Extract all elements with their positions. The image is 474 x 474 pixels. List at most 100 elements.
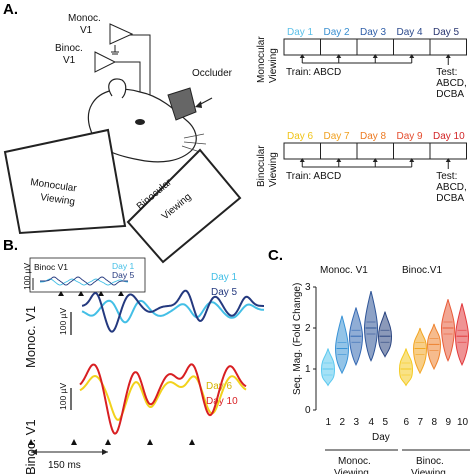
violin	[320, 348, 336, 387]
inset-marker	[118, 291, 124, 296]
stimulus-marker	[147, 439, 153, 445]
test-label: DCBA	[436, 89, 464, 100]
test-label: DCBA	[436, 193, 464, 204]
test-label: Test:	[436, 67, 457, 78]
panel-c-letter: C.	[268, 247, 283, 264]
violin	[440, 299, 456, 362]
schedule-day-label: Day 9	[397, 131, 424, 142]
legend-day10: Day 10	[206, 396, 238, 407]
occluder-label: Occluder	[192, 68, 233, 79]
monoc-amplifier-icon	[109, 23, 134, 45]
train-arrowhead	[299, 54, 305, 58]
inset-trace-day1	[40, 278, 129, 286]
inset-title: Binoc V1	[34, 262, 68, 272]
schedule-day-label: Day 3	[360, 27, 387, 38]
bino-scale-label: 100 µV	[58, 383, 68, 410]
x-tick-label: 9	[446, 417, 452, 428]
group-title-binoc: Binoc.V1	[402, 265, 442, 276]
bracket-monoc-label-2: Viewing	[334, 468, 369, 474]
train-label: Train: ABCD	[286, 171, 341, 182]
schedule-day-label: Day 2	[324, 27, 351, 38]
x-tick-label: 6	[404, 417, 410, 428]
trace-day5	[81, 289, 264, 333]
monocular-screen-label-2: Viewing	[40, 192, 76, 208]
schedule-day-label: Day 6	[287, 131, 314, 142]
x-tick-label: 5	[383, 417, 389, 428]
time-scale-label: 150 ms	[48, 460, 81, 471]
stimulus-marker	[71, 439, 77, 445]
violin	[377, 311, 393, 358]
schedule-day-cell	[283, 38, 321, 56]
schedule-side-label: Binocular	[256, 145, 267, 187]
panel-a-letter: A.	[3, 1, 18, 18]
schedule-day-cell	[320, 142, 358, 160]
schedule-day-cell	[429, 38, 467, 56]
ground-icon	[111, 45, 119, 55]
schedule-side-label: Monocular	[256, 36, 267, 83]
violin	[363, 290, 379, 362]
inset-trace-day5	[40, 276, 128, 286]
train-arrowhead	[409, 158, 415, 162]
monocular-screen	[3, 128, 127, 235]
legend-day1: Day 1	[211, 272, 238, 283]
schedule-binocular: Binocular Viewing Day 6 Day 7 Day 8 Day 9 Day …	[256, 131, 467, 204]
y-axis-label: Seq. Mag. (Fold Change)	[292, 283, 303, 395]
group-title-monoc: Monoc. V1	[320, 265, 368, 276]
binocular-screen	[126, 148, 242, 264]
train-arrowhead	[372, 54, 378, 58]
monoc-v1-label-1: Monoc.	[68, 13, 101, 24]
mouse-eye	[135, 119, 145, 125]
binoc-amplifier-icon	[94, 51, 117, 73]
schedule-day-label: Day 10	[433, 131, 465, 142]
monoc-v1-region-label: Monoc. V1	[23, 306, 38, 368]
schedule-day-cell	[356, 38, 394, 56]
x-tick-label: 8	[432, 417, 438, 428]
stimulus-marker	[189, 439, 195, 445]
schedule-monocular: Monocular Viewing Day 1 Day 2 Day 3 Day 4 Day …	[256, 27, 467, 100]
inset-marker	[78, 291, 84, 296]
y-tick-label: 0	[305, 405, 311, 416]
x-tick-label: 2	[340, 417, 346, 428]
train-arrowhead	[299, 158, 305, 162]
test-label: ABCD,	[436, 78, 467, 89]
train-arrowhead	[336, 158, 342, 162]
x-tick-label: 10	[457, 417, 469, 428]
inset-marker	[98, 291, 104, 296]
trace-day6	[79, 374, 247, 421]
bracket-binoc-label-2: Viewing	[411, 468, 446, 474]
schedule-day-label: Day 7	[324, 131, 351, 142]
y-tick-label: 1	[305, 364, 311, 375]
binoc-v1-region-label: Binoc. V1	[23, 419, 38, 474]
schedule-day-cell	[320, 38, 358, 56]
mono-scale-label: 100 µV	[58, 308, 68, 335]
time-scale-arrow-left	[31, 449, 37, 455]
panel-b-letter: B.	[3, 237, 18, 254]
y-tick-label: 3	[305, 282, 311, 293]
schedule-side-label: Viewing	[268, 152, 279, 187]
violin	[398, 348, 414, 387]
test-label: Test:	[436, 171, 457, 182]
schedule-day-cell	[429, 142, 467, 160]
train-arrowhead	[336, 54, 342, 58]
viewing-screens: Monocular Viewing Binocular Viewing	[3, 128, 242, 264]
time-scale-arrow-right	[102, 449, 108, 455]
test-arrowhead	[445, 158, 451, 162]
legend-day5: Day 5	[211, 287, 238, 298]
schedule-day-label: Day 8	[360, 131, 387, 142]
train-arrowhead	[372, 158, 378, 162]
schedule-day-cell	[356, 142, 394, 160]
schedule-day-label: Day 1	[287, 27, 314, 38]
schedule-side-label: Viewing	[268, 48, 279, 83]
bracket-binoc-label-1: Binoc.	[416, 456, 444, 467]
binoc-inset: Binoc V1 Day 1 Day 5 100 µV	[22, 257, 146, 296]
inset-frame	[29, 257, 146, 293]
schedule-day-cell	[283, 142, 321, 160]
schedule-day-cell	[393, 38, 431, 56]
train-arrowhead	[409, 54, 415, 58]
bracket-monoc-label-1: Monoc.	[338, 456, 371, 467]
occluder-patch	[167, 87, 197, 121]
train-label: Train: ABCD	[286, 67, 341, 78]
monoc-v1-label-2: V1	[80, 25, 93, 36]
stimulus-marker	[105, 439, 111, 445]
